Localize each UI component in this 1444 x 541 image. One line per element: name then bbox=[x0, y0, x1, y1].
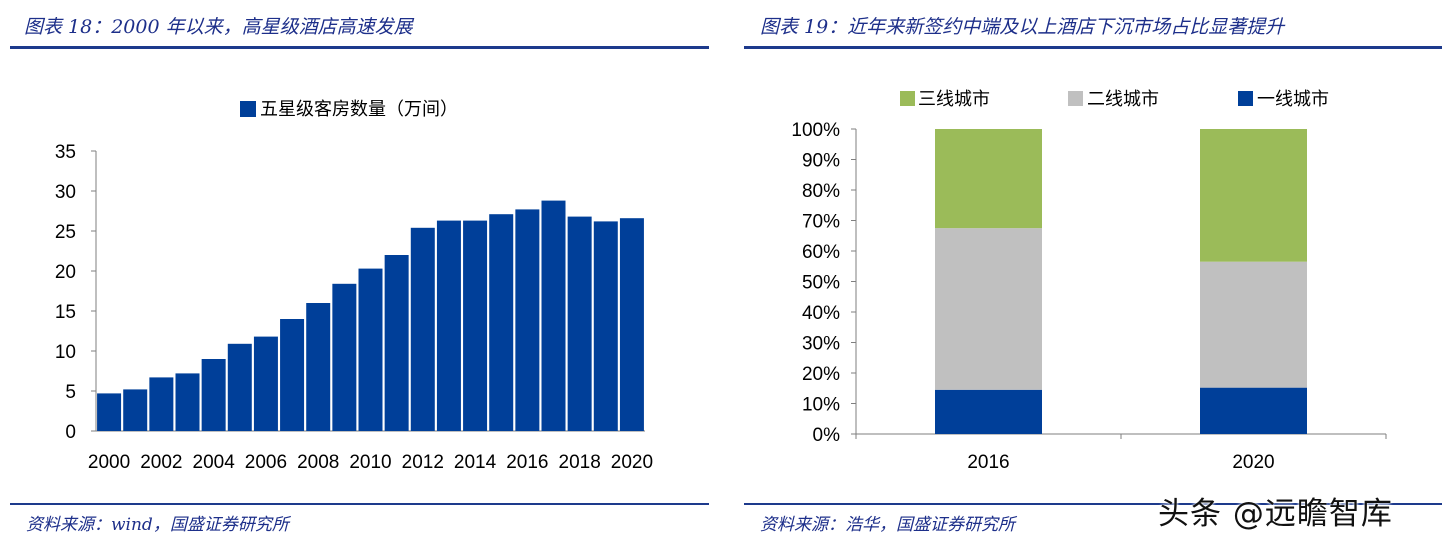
right-y-tick-label: 40% bbox=[802, 303, 840, 324]
left-x-tick-label: 2014 bbox=[454, 452, 497, 473]
left-x-tick-label: 2006 bbox=[245, 452, 287, 473]
right-y-tick-label: 100% bbox=[791, 120, 840, 141]
left-bar-2015 bbox=[489, 214, 514, 431]
right-y-tick-label: 60% bbox=[802, 242, 840, 263]
left-bar-2010 bbox=[358, 268, 383, 431]
left-bar-2008 bbox=[306, 303, 331, 431]
watermark: 头条 @远瞻智库 bbox=[1158, 496, 1393, 532]
legend-swatch-rooms bbox=[240, 101, 256, 117]
right-y-tick-label: 80% bbox=[802, 181, 840, 202]
legend-label-tier1: 一线城市 bbox=[1257, 89, 1329, 110]
left-x-tick-label: 2002 bbox=[140, 452, 182, 473]
left-bar-2013 bbox=[436, 220, 461, 431]
legend-label-tier3: 三线城市 bbox=[918, 89, 990, 110]
right-y-tick-label: 10% bbox=[802, 395, 840, 416]
left-y-tick-label: 10 bbox=[55, 342, 76, 363]
right-source-rule bbox=[744, 503, 1442, 505]
right-bar-2016-一线城市 bbox=[935, 389, 1042, 434]
left-y-tick-label: 35 bbox=[55, 142, 76, 163]
left-y-tick-label: 20 bbox=[55, 262, 76, 283]
right-y-tick-label: 30% bbox=[802, 334, 840, 355]
left-bar-2016 bbox=[515, 209, 540, 431]
left-title-rule bbox=[10, 46, 709, 49]
left-y-tick-label: 5 bbox=[65, 382, 76, 403]
left-bar-2009 bbox=[332, 283, 357, 431]
left-y-tick-label: 30 bbox=[55, 182, 76, 203]
left-bar-2000 bbox=[97, 393, 122, 431]
left-y-tick-label: 0 bbox=[65, 422, 76, 443]
left-y-tick-label: 15 bbox=[55, 302, 76, 323]
legend-swatch-tier2 bbox=[1068, 91, 1083, 106]
legend-label-rooms: 五星级客房数量（万间） bbox=[260, 99, 458, 120]
left-bar-2001 bbox=[123, 389, 148, 431]
left-source-rule bbox=[10, 503, 709, 505]
left-bar-2017 bbox=[541, 200, 566, 431]
left-bar-2005 bbox=[227, 343, 252, 431]
left-x-tick-label: 2018 bbox=[559, 452, 601, 473]
left-bar-chart: 五星级客房数量（万间） 0 5 10 15 20 25 30 35 2000 2002 2004 2… bbox=[55, 99, 653, 473]
right-bar-2020-三线城市 bbox=[1200, 129, 1307, 262]
left-bar-2014 bbox=[463, 220, 488, 431]
legend-swatch-tier3 bbox=[900, 91, 915, 106]
left-bar-2002 bbox=[149, 377, 174, 431]
right-stacked-chart: 三线城市 二线城市 一线城市 0% 10% 20% 30% 40% 50% 60% 70% 80… bbox=[791, 89, 1387, 473]
right-bar-2016-三线城市 bbox=[935, 129, 1042, 229]
left-x-tick-label: 2012 bbox=[402, 452, 444, 473]
right-y-tick-label: 50% bbox=[802, 273, 840, 294]
right-x-tick-label: 2020 bbox=[1232, 452, 1274, 473]
left-x-tick-label: 2000 bbox=[88, 452, 130, 473]
right-y-tick-label: 70% bbox=[802, 212, 840, 233]
right-y-tick-label: 20% bbox=[802, 364, 840, 385]
left-x-tick-label: 2010 bbox=[349, 452, 391, 473]
legend-label-tier2: 二线城市 bbox=[1087, 89, 1159, 110]
left-bar-2018 bbox=[567, 216, 592, 431]
left-chart-title: 图表 18：2000 年以来，高星级酒店高速发展 bbox=[24, 16, 413, 38]
left-y-tick-label: 25 bbox=[55, 222, 76, 243]
left-bar-2011 bbox=[384, 255, 409, 431]
left-x-tick-label: 2016 bbox=[506, 452, 548, 473]
left-x-tick-label: 2008 bbox=[297, 452, 339, 473]
right-chart-source: 资料来源：浩华，国盛证券研究所 bbox=[760, 515, 1015, 535]
left-x-tick-label: 2004 bbox=[193, 452, 236, 473]
right-bar-2020-一线城市 bbox=[1200, 387, 1307, 434]
left-bar-2007 bbox=[280, 319, 305, 431]
left-bar-2012 bbox=[410, 227, 435, 431]
right-chart-title: 图表 19：近年来新签约中端及以上酒店下沉市场占比显著提升 bbox=[760, 16, 1285, 38]
right-y-tick-label: 0% bbox=[813, 425, 841, 446]
right-x-tick-label: 2016 bbox=[967, 452, 1009, 473]
left-bar-2019 bbox=[593, 221, 618, 431]
right-title-rule bbox=[744, 46, 1442, 49]
left-x-tick-label: 2020 bbox=[611, 452, 653, 473]
right-bar-2020-二线城市 bbox=[1200, 261, 1307, 388]
right-y-tick-label: 90% bbox=[802, 151, 840, 172]
left-bar-2020 bbox=[619, 218, 644, 431]
legend-swatch-tier1 bbox=[1238, 91, 1253, 106]
left-bar-2003 bbox=[175, 373, 200, 431]
left-bar-2006 bbox=[253, 336, 278, 431]
left-chart-source: 资料来源：wind，国盛证券研究所 bbox=[26, 515, 289, 535]
right-bar-2016-二线城市 bbox=[935, 228, 1042, 390]
left-bar-2004 bbox=[201, 359, 226, 431]
